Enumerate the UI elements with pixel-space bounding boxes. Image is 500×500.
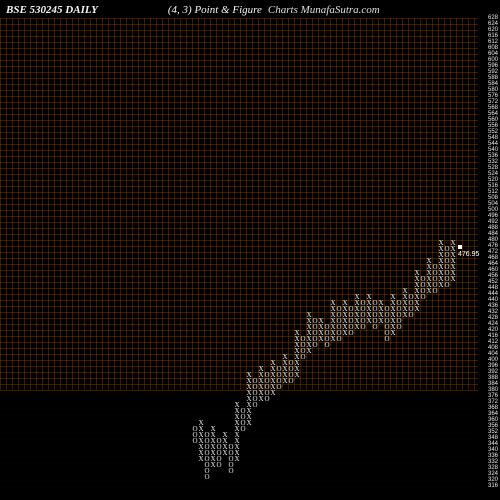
grid-line-v: [162, 18, 163, 390]
grid-line-v: [18, 18, 19, 390]
grid-line-v: [174, 18, 175, 390]
grid-line-v: [258, 18, 259, 390]
grid-line-v: [150, 18, 151, 390]
grid-line-h: [0, 486, 478, 487]
grid-line-v: [192, 18, 193, 390]
grid-line-v: [66, 18, 67, 390]
grid-line-v: [30, 18, 31, 390]
grid-line-v: [96, 18, 97, 390]
grid-line-v: [450, 18, 451, 390]
grid-line-v: [444, 18, 445, 390]
grid-line-v: [354, 18, 355, 390]
grid-line-v: [84, 18, 85, 390]
grid-line-v: [360, 18, 361, 390]
grid-line-v: [186, 18, 187, 390]
pf-x-cell: X: [450, 240, 456, 246]
grid-line-v: [282, 18, 283, 390]
y-axis-labels: 6286246206166126086046005965925885845805…: [478, 18, 498, 500]
grid-line-v: [222, 18, 223, 390]
grid-line-v: [396, 18, 397, 390]
grid-line-v: [72, 18, 73, 390]
grid-line-v: [0, 18, 1, 390]
grid-line-v: [240, 18, 241, 390]
grid-line-v: [132, 18, 133, 390]
pf-x-cell: X: [198, 420, 204, 426]
grid-line-v: [144, 18, 145, 390]
grid-line-v: [42, 18, 43, 390]
grid-line-v: [36, 18, 37, 390]
grid-line-v: [126, 18, 127, 390]
grid-line-v: [402, 18, 403, 390]
grid-line-v: [438, 18, 439, 390]
grid-line-h: [0, 396, 478, 397]
grid-line-v: [90, 18, 91, 390]
pf-x-cell: X: [210, 426, 216, 432]
grid-line-v: [216, 18, 217, 390]
grid-line-v: [168, 18, 169, 390]
grid-line-v: [246, 18, 247, 390]
grid-line-v: [204, 18, 205, 390]
grid-line-h: [0, 480, 478, 481]
grid-line-v: [60, 18, 61, 390]
grid-line-v: [54, 18, 55, 390]
grid-line-v: [102, 18, 103, 390]
grid-line-v: [276, 18, 277, 390]
grid-line-v: [48, 18, 49, 390]
grid-line-v: [408, 18, 409, 390]
grid-line-v: [120, 18, 121, 390]
marker-square-icon: [458, 245, 462, 249]
grid-line-v: [108, 18, 109, 390]
grid-line-v: [414, 18, 415, 390]
grid-line-v: [228, 18, 229, 390]
grid-line-v: [270, 18, 271, 390]
grid-line-v: [426, 18, 427, 390]
grid-line-v: [420, 18, 421, 390]
grid-line-v: [6, 18, 7, 390]
grid-line-v: [12, 18, 13, 390]
grid-line-v: [378, 18, 379, 390]
pf-x-cell: X: [222, 432, 228, 438]
grid-line-v: [366, 18, 367, 390]
grid-line-v: [234, 18, 235, 390]
ticker-title: BSE 530245 DAILY: [6, 4, 98, 16]
grid-line-v: [210, 18, 211, 390]
grid-line-v: [288, 18, 289, 390]
grid-line-v: [138, 18, 139, 390]
point-figure-chart: OOOXXXXXXXOOOOOOOOXXXXXXXOOOOOXXXXOOOOOX…: [0, 18, 478, 500]
chart-header: BSE 530245 DAILY (4, 3) Point & Figure C…: [0, 4, 500, 16]
grid-line-v: [432, 18, 433, 390]
current-price-marker: 476.95: [458, 244, 479, 258]
grid-line-v: [156, 18, 157, 390]
grid-line-v: [474, 18, 475, 390]
grid-line-v: [180, 18, 181, 390]
grid-line-v: [78, 18, 79, 390]
chart-type-title: (4, 3) Point & Figure: [168, 4, 262, 16]
marker-value: 476.95: [458, 251, 479, 258]
grid-line-v: [264, 18, 265, 390]
grid-line-v: [198, 18, 199, 390]
grid-line-v: [24, 18, 25, 390]
grid-line-v: [252, 18, 253, 390]
grid-line-v: [114, 18, 115, 390]
grid-line-v: [462, 18, 463, 390]
grid-line-h: [0, 390, 478, 391]
grid-line-h: [0, 474, 478, 475]
grid-line-v: [468, 18, 469, 390]
grid-line-v: [456, 18, 457, 390]
grid-line-h: [0, 468, 478, 469]
y-axis-tick: 316: [488, 483, 498, 489]
grid-line-v: [372, 18, 373, 390]
source-credit: Charts MunafaSutra.com: [268, 4, 380, 16]
